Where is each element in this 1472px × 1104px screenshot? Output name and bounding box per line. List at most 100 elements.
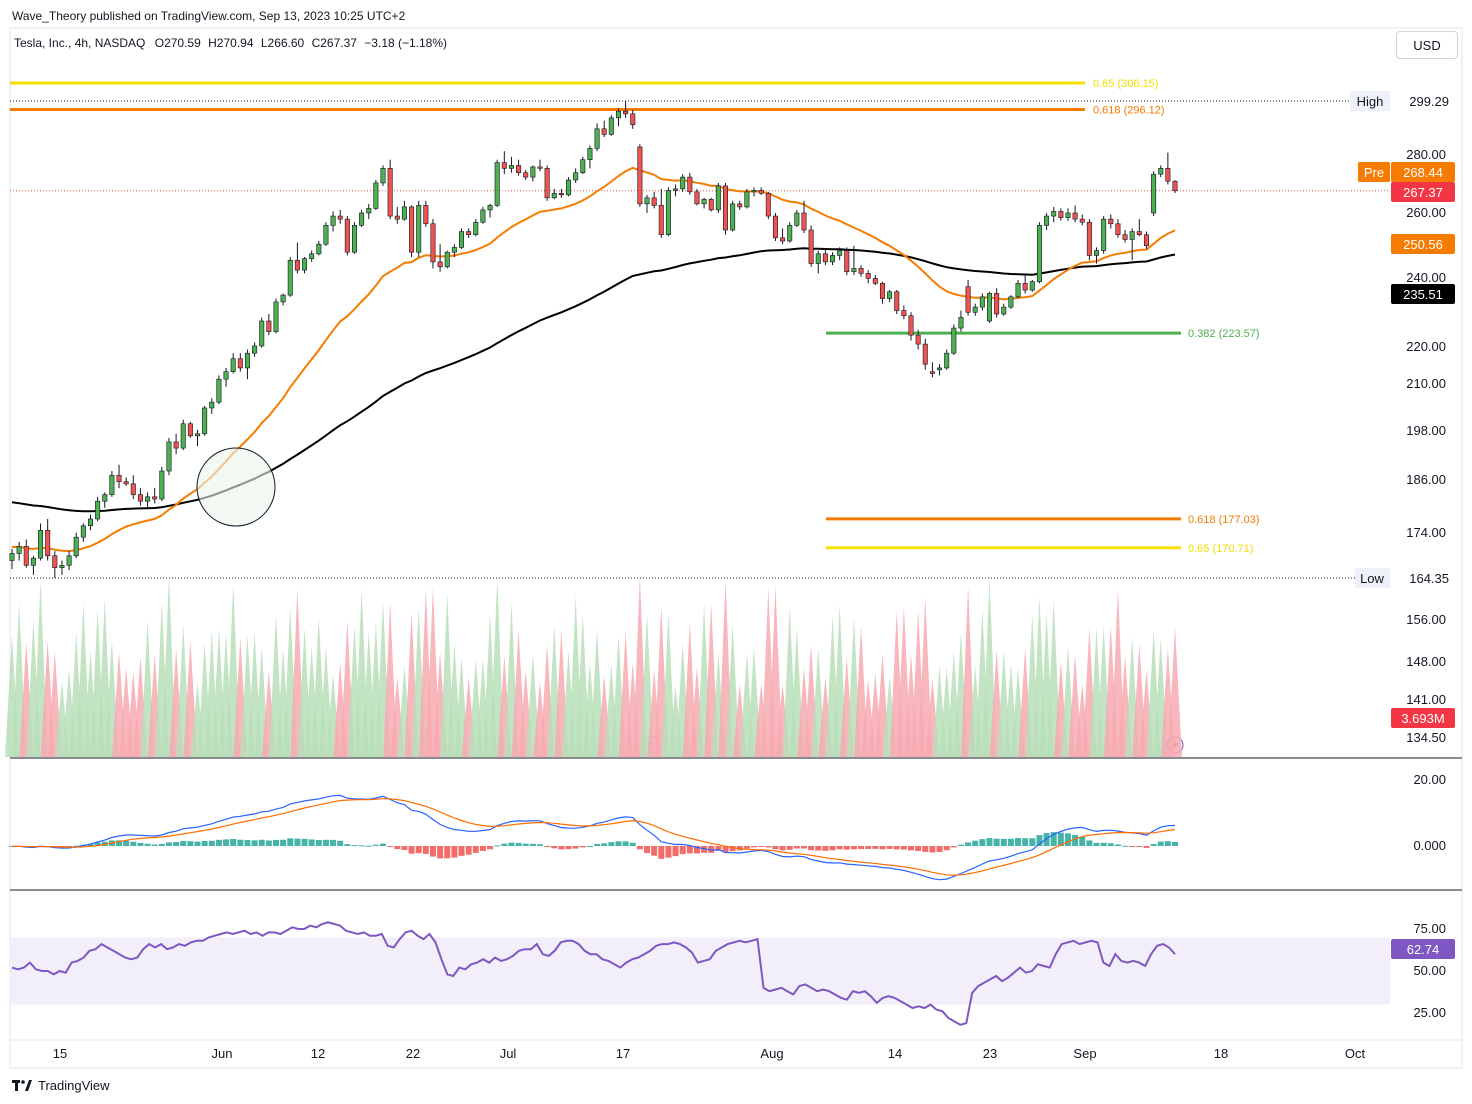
candle-body (737, 203, 743, 208)
candle-body (237, 358, 243, 369)
candle-body (180, 423, 186, 449)
candle-body (173, 441, 179, 449)
candle-body (537, 166, 543, 169)
price-axis-tick: 210.00 (1406, 376, 1446, 391)
candle-body (337, 215, 343, 220)
macd-histogram-bar (94, 842, 101, 846)
price-axis-tick: 260.00 (1406, 205, 1446, 220)
ohlc-high-label: H (208, 36, 217, 50)
candle-body (566, 179, 572, 196)
candle-body (223, 371, 229, 380)
price-axis-tick: 280.00 (1406, 147, 1446, 162)
macd-histogram-bar (850, 846, 857, 850)
candle-body (1108, 218, 1114, 225)
candle-body (423, 205, 429, 225)
volume-tag-bg (1391, 708, 1455, 728)
macd-histogram-bar (1172, 841, 1178, 846)
macd-histogram-bar (9, 846, 15, 847)
ohlc-low: 266.60 (267, 36, 305, 50)
candle-body (908, 315, 914, 336)
candle-body (665, 190, 671, 236)
candle-body (587, 148, 593, 161)
candle-body (466, 231, 472, 236)
chart-border (9, 27, 1463, 1069)
macd-axis-tick: 20.00 (1413, 772, 1446, 787)
candle-body (145, 496, 151, 502)
candle-body (137, 494, 143, 502)
pre-label: Pre (1364, 165, 1384, 180)
candle-body (394, 215, 400, 220)
candle-body (266, 320, 272, 332)
price-tags: High 299.29 Low 164.35 Pre 268.44 267.37 250.56… (1350, 91, 1455, 959)
candle-body (1065, 212, 1071, 218)
candle-body (95, 500, 101, 520)
macd-histogram-bar (415, 846, 422, 854)
candle-body (109, 474, 115, 495)
macd-histogram-bar (287, 838, 294, 846)
ema50-line (11, 166, 1176, 553)
candle-body (830, 255, 836, 263)
candle-body (230, 358, 236, 372)
macd-histogram-bar (886, 846, 893, 849)
macd-histogram-bar (501, 843, 508, 846)
macd-histogram-bar (1036, 835, 1043, 846)
macd-histogram-bar (1050, 832, 1057, 846)
candle-body (66, 555, 72, 566)
macd-histogram-bar (123, 840, 130, 846)
time-axis-tick: Jul (500, 1046, 517, 1061)
candle-body (922, 343, 928, 365)
price-axis-tick: 148.00 (1406, 654, 1446, 669)
macd-histogram-bar (829, 846, 836, 851)
macd-axis-tick: 0.000 (1413, 838, 1446, 853)
macd-histogram-bar (701, 846, 708, 853)
macd-histogram-bar (1107, 843, 1114, 846)
candle-body (1165, 168, 1171, 182)
macd-histogram-bar (365, 845, 372, 847)
macd-histogram-bar (915, 846, 922, 851)
macd-histogram-bar (1164, 841, 1171, 846)
candle-body (45, 530, 51, 557)
candle-body (202, 407, 208, 435)
macd-histogram-bar (929, 846, 936, 853)
candle-body (651, 197, 657, 206)
macd-histogram-bar (708, 846, 715, 853)
fib-label: 0.65 (306.15) (1093, 78, 1158, 90)
candle-body (623, 110, 629, 115)
candle-body (937, 367, 943, 371)
macd-histogram-bar (658, 846, 665, 859)
macd-histogram-bar (215, 839, 222, 846)
candle-body (487, 205, 493, 211)
tradingview-brand[interactable]: TradingView (12, 1078, 110, 1093)
macd-histogram-bar (237, 839, 244, 846)
macd-histogram-bar (387, 846, 394, 847)
macd-histogram-bar (458, 846, 465, 856)
ohlc-close-label: C (311, 36, 321, 50)
candle-body (1058, 211, 1064, 218)
macd-histogram-bar (451, 846, 458, 858)
macd-histogram-bar (422, 846, 429, 854)
time-axis-tick: 23 (983, 1046, 997, 1061)
macd-histogram-bar (558, 846, 565, 850)
pre-label-bg (1358, 162, 1390, 182)
candle-body (965, 286, 971, 313)
fib-label: 0.618 (296.12) (1093, 104, 1165, 116)
price-axis-tick: 186.00 (1406, 472, 1446, 487)
candle-body (708, 199, 714, 211)
candle-body (195, 433, 201, 437)
publisher-line: Wave_Theory published on TradingView.com… (12, 9, 406, 23)
currency-button[interactable]: USD (1396, 31, 1458, 59)
macd-histogram-bar (865, 846, 872, 849)
candle-body (865, 273, 871, 279)
macd-histogram-bar (1114, 844, 1121, 846)
macd-histogram-bar (272, 839, 279, 846)
price-axis-tick: 174.00 (1406, 525, 1446, 540)
candle-body (1136, 231, 1142, 236)
candle-body (851, 268, 857, 273)
macd-histogram-bar (950, 846, 957, 848)
candle-body (73, 536, 79, 557)
macd-histogram-bar (822, 846, 829, 851)
macd-histogram-bar (66, 846, 73, 847)
candle-body (523, 172, 529, 178)
candle-body (887, 291, 893, 299)
